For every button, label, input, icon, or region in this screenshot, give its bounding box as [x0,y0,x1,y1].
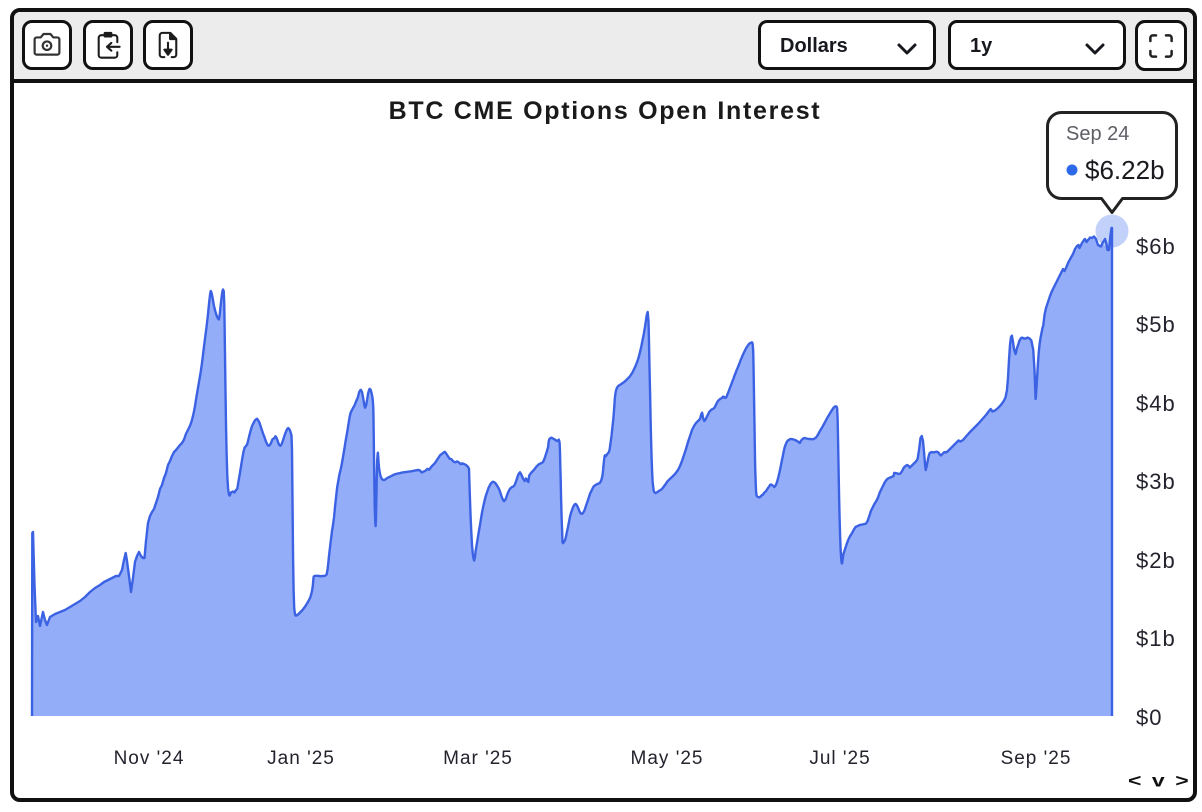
svg-text:Sep 24: Sep 24 [1066,123,1129,145]
svg-text:$6.22b: $6.22b [1085,155,1165,185]
